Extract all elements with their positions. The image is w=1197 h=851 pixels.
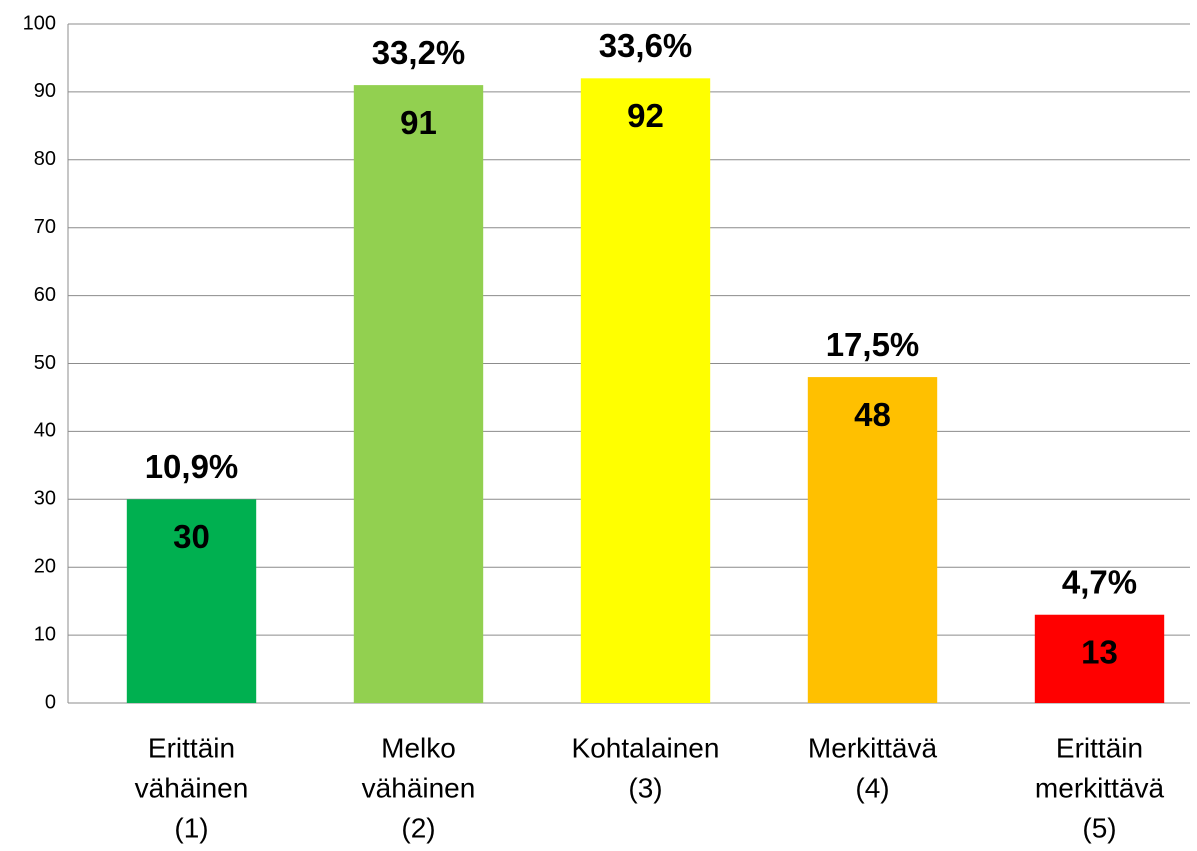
y-tick-label: 40	[34, 420, 56, 442]
y-tick-label: 50	[34, 352, 56, 374]
x-tick-label: Kohtalainen	[572, 732, 720, 763]
x-tick-label: merkittävä	[1035, 772, 1165, 803]
x-tick-label: vähäinen	[362, 772, 476, 803]
value-label: 91	[400, 104, 437, 141]
y-tick-label: 70	[34, 216, 56, 238]
share-label: 33,2%	[372, 34, 466, 71]
y-tick-label: 60	[34, 284, 56, 306]
y-tick-label: 30	[34, 488, 56, 510]
value-label: 13	[1081, 633, 1118, 670]
x-tick-label: Melko	[381, 732, 456, 763]
bar	[353, 85, 484, 704]
value-label: 92	[627, 97, 664, 134]
y-tick-label: 90	[34, 80, 56, 102]
x-tick-label: (1)	[174, 812, 208, 843]
share-label: 33,6%	[599, 27, 693, 64]
y-tick-label: 10	[34, 623, 56, 645]
value-label: 48	[854, 396, 891, 433]
x-tick-label: (3)	[628, 772, 662, 803]
bar	[1034, 614, 1165, 703]
x-tick-label: Erittäin	[1056, 732, 1143, 763]
bar	[126, 499, 257, 703]
y-tick-label: 0	[45, 691, 56, 713]
y-tick-label: 20	[34, 555, 56, 577]
y-tick-label: 100	[23, 12, 56, 34]
x-tick-label: vähäinen	[135, 772, 249, 803]
share-label: 10,9%	[145, 448, 239, 485]
x-tick-label: (2)	[401, 812, 435, 843]
bar	[807, 377, 938, 703]
x-tick-label: Merkittävä	[808, 732, 938, 763]
share-label: 17,5%	[826, 326, 920, 363]
value-label: 30	[173, 518, 210, 555]
share-label: 4,7%	[1062, 563, 1137, 600]
x-tick-label: Erittäin	[148, 732, 235, 763]
y-tick-label: 80	[34, 148, 56, 170]
bar	[580, 78, 711, 703]
x-tick-label: (5)	[1082, 812, 1116, 843]
x-tick-label: (4)	[855, 772, 889, 803]
